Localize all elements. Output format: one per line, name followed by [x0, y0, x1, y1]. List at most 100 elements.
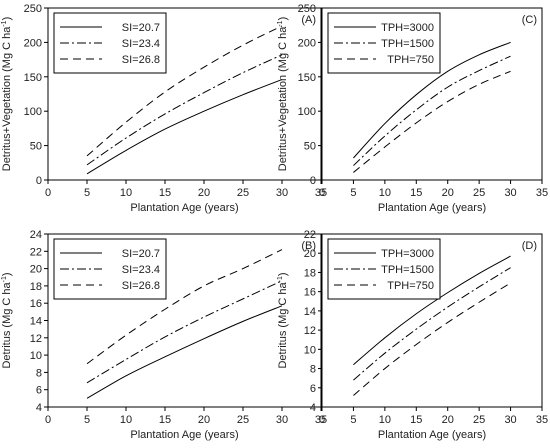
x-tick-label: 35	[536, 187, 548, 199]
x-tick-label: 10	[120, 187, 132, 199]
y-tick-label: 50	[30, 141, 42, 153]
x-tick-label: 35	[315, 414, 327, 426]
x-tick-label: 15	[159, 187, 171, 199]
y-tick-label: 150	[298, 72, 316, 84]
panel-label: (A)	[301, 14, 316, 26]
y-tick-label: 20	[304, 248, 316, 260]
y-tick-label: 16	[304, 287, 316, 299]
x-tick-label: 15	[159, 414, 171, 426]
legend: SI=20.7 SI=23.4 SI=26.8	[53, 238, 167, 300]
y-tick-label: 150	[24, 72, 42, 84]
legend-label: TPH=1500	[381, 38, 434, 50]
legend-label: TPH=3000	[381, 22, 434, 34]
series-line	[353, 70, 511, 173]
plot-frame	[321, 233, 543, 408]
x-tick-label: 10	[379, 187, 391, 199]
x-tick-label: 25	[473, 414, 485, 426]
x-tick-label: 25	[237, 414, 249, 426]
x-tick-label: 25	[237, 187, 249, 199]
legend-label: TPH=3000	[381, 248, 434, 260]
y-axis-label: Detritus (Mg C ha-1)	[277, 272, 289, 368]
chart-panel: 0 5 10 15 20 25 30 354681012141618202224Plantat…	[1, 229, 327, 441]
legend-label: SI=20.7	[122, 22, 160, 34]
series-line	[86, 305, 283, 399]
series-line	[86, 280, 283, 384]
y-tick-label: 4	[36, 402, 42, 414]
y-tick-label: 8	[36, 367, 42, 379]
x-tick-label: 0	[319, 414, 325, 426]
y-tick-label: 250	[298, 3, 316, 15]
x-tick-label: 5	[84, 414, 90, 426]
legend: TPH=3000 TPH=1500 TPH=750	[327, 12, 441, 74]
legend: SI=20.7 SI=23.4 SI=26.8	[53, 12, 167, 74]
x-tick-label: 20	[198, 187, 210, 199]
series-line	[86, 25, 283, 157]
y-tick-label: 250	[24, 3, 42, 15]
y-tick-label: 18	[304, 267, 316, 279]
x-tick-label: 20	[442, 187, 454, 199]
y-tick-label: 12	[304, 325, 316, 337]
x-tick-label: 30	[276, 414, 288, 426]
y-tick-label: 16	[30, 298, 42, 310]
x-axis-label: Plantation Age (years)	[130, 429, 238, 441]
x-axis-label: Plantation Age (years)	[378, 429, 486, 441]
x-tick-label: 10	[120, 414, 132, 426]
y-tick-label: 22	[30, 246, 42, 258]
panel-label: (D)	[522, 240, 537, 252]
legend-label: TPH=1500	[381, 264, 434, 276]
y-tick-label: 14	[304, 306, 316, 318]
x-tick-label: 30	[504, 414, 516, 426]
series-line	[353, 55, 511, 166]
x-tick-label: 35	[315, 187, 327, 199]
x-tick-label: 30	[276, 187, 288, 199]
series-line	[353, 255, 511, 366]
y-tick-label: 24	[30, 229, 42, 241]
plot-frame	[321, 7, 543, 181]
x-tick-label: 5	[350, 414, 356, 426]
legend-label: SI=23.4	[122, 264, 160, 276]
x-axis-label: Plantation Age (years)	[130, 202, 238, 214]
y-tick-label: 100	[24, 106, 42, 118]
x-tick-label: 0	[45, 187, 51, 199]
x-tick-label: 35	[536, 414, 548, 426]
series-line	[353, 41, 511, 159]
y-tick-label: 18	[30, 281, 42, 293]
y-tick-label: 22	[304, 229, 316, 241]
x-tick-label: 20	[442, 414, 454, 426]
legend-label: SI=20.7	[122, 248, 160, 260]
y-tick-label: 12	[30, 333, 42, 345]
y-tick-label: 6	[310, 383, 316, 395]
y-tick-label: 10	[304, 344, 316, 356]
panel-label: (C)	[522, 14, 537, 26]
x-axis-label: Plantation Age (years)	[378, 202, 486, 214]
plot-frame	[47, 7, 322, 181]
legend: TPH=3000 TPH=1500 TPH=750	[327, 238, 441, 300]
x-tick-label: 5	[350, 187, 356, 199]
y-axis-label: Detritus+Vegetation (Mg C ha-1)	[1, 17, 13, 172]
y-tick-label: 0	[310, 175, 316, 187]
panel-label: (B)	[301, 240, 316, 252]
x-tick-label: 0	[319, 187, 325, 199]
y-tick-label: 0	[36, 175, 42, 187]
y-tick-label: 10	[30, 350, 42, 362]
y-tick-label: 4	[310, 402, 316, 414]
x-tick-label: 0	[45, 414, 51, 426]
chart-panel: 0 5 10 15 20 25 30 3546810121416182022Plantatio…	[277, 229, 548, 441]
legend-label: TPH=750	[387, 54, 434, 66]
y-tick-label: 14	[30, 316, 42, 328]
series-line	[353, 282, 511, 396]
y-tick-label: 20	[30, 264, 42, 276]
legend-label: TPH=750	[387, 280, 434, 292]
chart-panel: 0 5 10 15 20 25 30 35050100150200250Plantation …	[1, 3, 327, 214]
x-tick-label: 20	[198, 414, 210, 426]
y-tick-label: 100	[298, 106, 316, 118]
series-line	[86, 249, 283, 365]
series-line	[86, 79, 283, 175]
series-line	[86, 54, 283, 166]
legend-label: SI=26.8	[122, 54, 160, 66]
y-tick-label: 6	[36, 385, 42, 397]
y-tick-label: 200	[298, 37, 316, 49]
x-tick-label: 15	[410, 414, 422, 426]
x-tick-label: 15	[410, 187, 422, 199]
legend-label: SI=23.4	[122, 38, 160, 50]
